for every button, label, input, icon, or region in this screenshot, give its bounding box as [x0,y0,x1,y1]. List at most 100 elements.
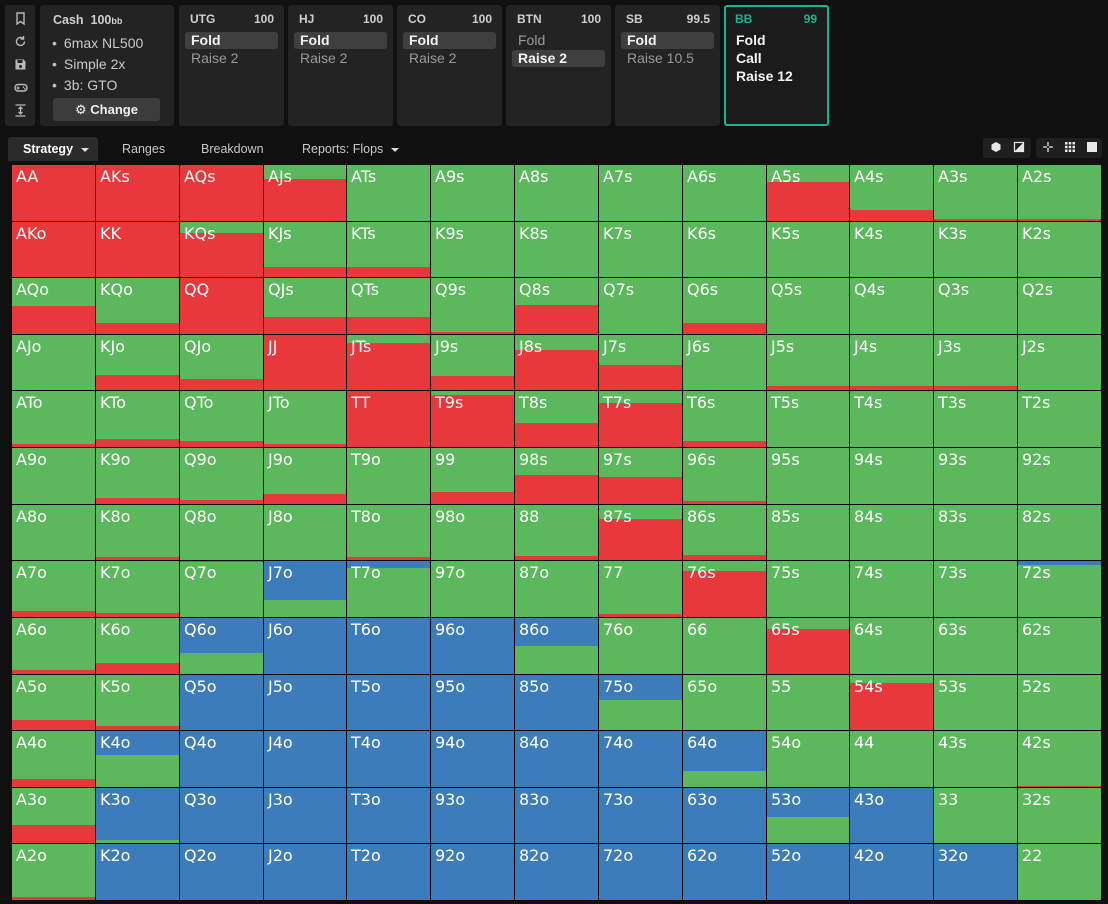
hand-cell[interactable]: 32s [1018,788,1101,843]
hand-cell[interactable]: KQo [96,278,179,334]
hand-cell[interactable]: A3o [12,788,95,843]
hand-cell[interactable]: 65o [683,675,766,730]
hand-cell[interactable]: K4o [96,731,179,787]
position-card-hj[interactable]: HJ 100 Fold Raise 2 [288,5,393,126]
action-fold[interactable]: Fold [518,32,546,48]
hand-cell[interactable]: JTs [347,335,430,390]
hand-cell[interactable]: Q4o [180,731,263,787]
hand-cell[interactable]: QJs [264,278,346,334]
hand-cell[interactable]: K4s [850,222,933,277]
hand-cell[interactable]: Q9o [180,448,263,504]
hand-cell[interactable]: T3s [934,391,1017,447]
hand-cell[interactable]: K5o [96,675,179,730]
hand-cell[interactable]: TT [347,391,430,447]
hand-cell[interactable]: 84s [850,505,933,560]
hand-cell[interactable]: 63o [683,788,766,843]
hand-cell[interactable]: A8o [12,505,95,560]
action-fold[interactable]: Fold [185,32,278,49]
action-fold[interactable]: Fold [294,32,387,49]
hand-cell[interactable]: 92o [431,844,514,900]
hand-cell[interactable]: 82o [515,844,598,900]
hand-cell[interactable]: K6s [683,222,766,277]
hand-cell[interactable]: A6o [12,618,95,674]
hand-cell[interactable]: 86o [515,618,598,674]
hand-cell[interactable]: 83s [934,505,1017,560]
hand-cell[interactable]: 75s [767,561,849,617]
hand-cell[interactable]: T7s [599,391,682,447]
hand-cell[interactable]: J4o [264,731,346,787]
hand-cell[interactable]: Q5o [180,675,263,730]
collapse-icon[interactable] [14,104,27,117]
hand-cell[interactable]: KJs [264,222,346,277]
hand-cell[interactable]: 64o [683,731,766,787]
action-fold[interactable]: Fold [403,32,496,49]
hand-cell[interactable]: 96o [431,618,514,674]
hand-cell[interactable]: Q7s [599,278,682,334]
hand-cell[interactable]: 43s [934,731,1017,787]
reset-icon[interactable] [14,35,27,48]
hand-cell[interactable]: ATo [12,391,95,447]
hand-cell[interactable]: 77 [599,561,682,617]
hand-cell[interactable]: KTo [96,391,179,447]
hand-cell[interactable]: J3s [934,335,1017,390]
hand-cell[interactable]: T6o [347,618,430,674]
hand-cell[interactable]: T8o [347,505,430,560]
hand-cell[interactable]: QTs [347,278,430,334]
hand-cell[interactable]: 96s [683,448,766,504]
hand-cell[interactable]: 63s [934,618,1017,674]
hand-cell[interactable]: 75o [599,675,682,730]
hand-cell[interactable]: K8o [96,505,179,560]
hand-cell[interactable]: AA [12,165,95,221]
hand-cell[interactable]: 82s [1018,505,1101,560]
hand-cell[interactable]: ATs [347,165,430,221]
hand-cell[interactable]: Q5s [767,278,849,334]
hand-cell[interactable]: 92s [1018,448,1101,504]
hand-cell[interactable]: 87s [599,505,682,560]
hand-cell[interactable]: AQs [180,165,263,221]
hand-cell[interactable]: 33 [934,788,1017,843]
hand-cell[interactable]: 44 [850,731,933,787]
square-icon[interactable] [1085,141,1099,155]
hand-cell[interactable]: AKo [12,222,95,277]
hand-cell[interactable]: 97o [431,561,514,617]
hand-cell[interactable]: K2s [1018,222,1101,277]
hand-cell[interactable]: A5o [12,675,95,730]
hand-cell[interactable]: KTs [347,222,430,277]
hand-cell[interactable]: J8o [264,505,346,560]
hand-cell[interactable]: J2s [1018,335,1101,390]
hand-cell[interactable]: J9s [431,335,514,390]
hand-cell[interactable]: J7o [264,561,346,617]
hand-cell[interactable]: A2o [12,844,95,900]
hand-cell[interactable]: 62o [683,844,766,900]
action-call[interactable]: Call [736,50,762,66]
tab-reports-flops[interactable]: Reports: Flops [302,137,400,161]
hand-cell[interactable]: 54o [767,731,849,787]
hand-cell[interactable]: QQ [180,278,263,334]
hand-cell[interactable]: J4s [850,335,933,390]
hand-cell[interactable]: J7s [599,335,682,390]
hand-cell[interactable]: 76s [683,561,766,617]
hand-cell[interactable]: AJo [12,335,95,390]
hand-cell[interactable]: Q2s [1018,278,1101,334]
hand-cell[interactable]: 97s [599,448,682,504]
hand-cell[interactable]: A3s [934,165,1017,221]
hand-cell[interactable]: 64s [850,618,933,674]
hand-cell[interactable]: KK [96,222,179,277]
hand-cell[interactable]: Q6o [180,618,263,674]
hand-cell[interactable]: J8s [515,335,598,390]
hand-cell[interactable]: 98s [515,448,598,504]
hand-cell[interactable]: 85s [767,505,849,560]
hand-cell[interactable]: QJo [180,335,263,390]
hand-cell[interactable]: 99 [431,448,514,504]
hand-cell[interactable]: 54s [850,675,933,730]
hand-cell[interactable]: 22 [1018,844,1101,900]
hand-cell[interactable]: K9o [96,448,179,504]
hand-cell[interactable]: T9o [347,448,430,504]
hand-cell[interactable]: 74s [850,561,933,617]
hand-cell[interactable]: 74o [599,731,682,787]
hand-cell[interactable]: 94s [850,448,933,504]
hand-cell[interactable]: J6o [264,618,346,674]
hand-cell[interactable]: KQs [180,222,263,277]
hand-cell[interactable]: 86s [683,505,766,560]
hand-cell[interactable]: 93s [934,448,1017,504]
